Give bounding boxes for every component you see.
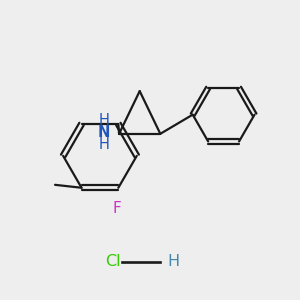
Text: H: H: [98, 136, 109, 152]
Text: N: N: [98, 125, 110, 140]
Text: H: H: [168, 254, 180, 269]
Text: Cl: Cl: [105, 254, 121, 269]
Text: H: H: [98, 113, 109, 128]
Text: F: F: [112, 201, 121, 216]
